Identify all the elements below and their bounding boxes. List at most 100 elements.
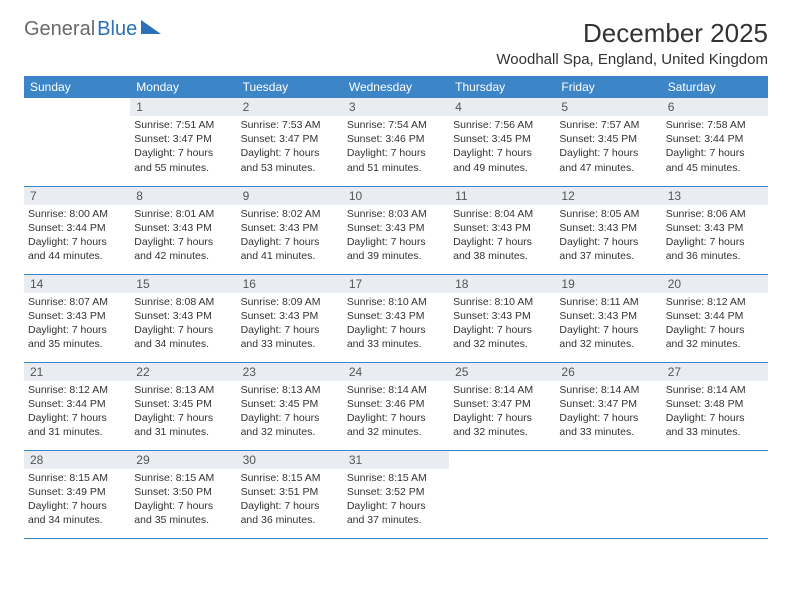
calendar-day-cell: 26Sunrise: 8:14 AMSunset: 3:47 PMDayligh… [555, 362, 661, 450]
page-header: GeneralBlue December 2025 Woodhall Spa, … [24, 18, 768, 68]
day-details: Sunrise: 7:57 AMSunset: 3:45 PMDaylight:… [555, 116, 661, 179]
day-number: 12 [555, 187, 661, 205]
day-details: Sunrise: 8:01 AMSunset: 3:43 PMDaylight:… [130, 205, 236, 268]
day-details: Sunrise: 8:07 AMSunset: 3:43 PMDaylight:… [24, 293, 130, 356]
day-header-row: SundayMondayTuesdayWednesdayThursdayFrid… [24, 76, 768, 98]
calendar-week-row: 1Sunrise: 7:51 AMSunset: 3:47 PMDaylight… [24, 98, 768, 186]
calendar-week-row: 14Sunrise: 8:07 AMSunset: 3:43 PMDayligh… [24, 274, 768, 362]
calendar-day-cell: 30Sunrise: 8:15 AMSunset: 3:51 PMDayligh… [237, 450, 343, 538]
day-details: Sunrise: 7:51 AMSunset: 3:47 PMDaylight:… [130, 116, 236, 179]
calendar-day-cell: 17Sunrise: 8:10 AMSunset: 3:43 PMDayligh… [343, 274, 449, 362]
calendar-week-row: 7Sunrise: 8:00 AMSunset: 3:44 PMDaylight… [24, 186, 768, 274]
day-details: Sunrise: 8:04 AMSunset: 3:43 PMDaylight:… [449, 205, 555, 268]
calendar-day-cell: 19Sunrise: 8:11 AMSunset: 3:43 PMDayligh… [555, 274, 661, 362]
calendar-day-cell: 15Sunrise: 8:08 AMSunset: 3:43 PMDayligh… [130, 274, 236, 362]
day-number: 23 [237, 363, 343, 381]
day-number: 18 [449, 275, 555, 293]
day-number: 9 [237, 187, 343, 205]
day-number: 16 [237, 275, 343, 293]
day-number: 30 [237, 451, 343, 469]
calendar-day-cell: 14Sunrise: 8:07 AMSunset: 3:43 PMDayligh… [24, 274, 130, 362]
calendar-day-cell: 16Sunrise: 8:09 AMSunset: 3:43 PMDayligh… [237, 274, 343, 362]
day-header: Saturday [662, 76, 768, 98]
day-details: Sunrise: 7:58 AMSunset: 3:44 PMDaylight:… [662, 116, 768, 179]
calendar-table: SundayMondayTuesdayWednesdayThursdayFrid… [24, 76, 768, 539]
day-details: Sunrise: 8:00 AMSunset: 3:44 PMDaylight:… [24, 205, 130, 268]
calendar-body: 1Sunrise: 7:51 AMSunset: 3:47 PMDaylight… [24, 98, 768, 538]
day-number: 28 [24, 451, 130, 469]
day-details: Sunrise: 8:10 AMSunset: 3:43 PMDaylight:… [343, 293, 449, 356]
day-details: Sunrise: 8:15 AMSunset: 3:49 PMDaylight:… [24, 469, 130, 532]
logo: GeneralBlue [24, 18, 161, 41]
calendar-day-cell [24, 98, 130, 186]
day-details: Sunrise: 8:13 AMSunset: 3:45 PMDaylight:… [130, 381, 236, 444]
calendar-day-cell: 31Sunrise: 8:15 AMSunset: 3:52 PMDayligh… [343, 450, 449, 538]
calendar-day-cell [555, 450, 661, 538]
day-number: 22 [130, 363, 236, 381]
calendar-week-row: 21Sunrise: 8:12 AMSunset: 3:44 PMDayligh… [24, 362, 768, 450]
day-details: Sunrise: 8:15 AMSunset: 3:51 PMDaylight:… [237, 469, 343, 532]
day-details: Sunrise: 8:14 AMSunset: 3:46 PMDaylight:… [343, 381, 449, 444]
calendar-day-cell: 28Sunrise: 8:15 AMSunset: 3:49 PMDayligh… [24, 450, 130, 538]
day-header: Tuesday [237, 76, 343, 98]
day-details: Sunrise: 8:03 AMSunset: 3:43 PMDaylight:… [343, 205, 449, 268]
day-number: 11 [449, 187, 555, 205]
calendar-day-cell: 18Sunrise: 8:10 AMSunset: 3:43 PMDayligh… [449, 274, 555, 362]
day-number: 5 [555, 98, 661, 116]
title-block: December 2025 Woodhall Spa, England, Uni… [496, 18, 768, 68]
day-number: 6 [662, 98, 768, 116]
day-header: Sunday [24, 76, 130, 98]
calendar-day-cell: 2Sunrise: 7:53 AMSunset: 3:47 PMDaylight… [237, 98, 343, 186]
day-number: 20 [662, 275, 768, 293]
day-details: Sunrise: 8:14 AMSunset: 3:47 PMDaylight:… [449, 381, 555, 444]
day-details: Sunrise: 8:08 AMSunset: 3:43 PMDaylight:… [130, 293, 236, 356]
day-details: Sunrise: 8:12 AMSunset: 3:44 PMDaylight:… [662, 293, 768, 356]
day-number: 4 [449, 98, 555, 116]
day-number: 19 [555, 275, 661, 293]
day-details: Sunrise: 8:14 AMSunset: 3:47 PMDaylight:… [555, 381, 661, 444]
day-number: 29 [130, 451, 236, 469]
day-details: Sunrise: 8:14 AMSunset: 3:48 PMDaylight:… [662, 381, 768, 444]
day-details: Sunrise: 8:10 AMSunset: 3:43 PMDaylight:… [449, 293, 555, 356]
day-number: 24 [343, 363, 449, 381]
calendar-day-cell: 1Sunrise: 7:51 AMSunset: 3:47 PMDaylight… [130, 98, 236, 186]
day-details: Sunrise: 8:09 AMSunset: 3:43 PMDaylight:… [237, 293, 343, 356]
day-header: Friday [555, 76, 661, 98]
calendar-day-cell: 4Sunrise: 7:56 AMSunset: 3:45 PMDaylight… [449, 98, 555, 186]
calendar-day-cell: 11Sunrise: 8:04 AMSunset: 3:43 PMDayligh… [449, 186, 555, 274]
calendar-day-cell [449, 450, 555, 538]
day-details: Sunrise: 8:15 AMSunset: 3:50 PMDaylight:… [130, 469, 236, 532]
calendar-day-cell [662, 450, 768, 538]
calendar-day-cell: 23Sunrise: 8:13 AMSunset: 3:45 PMDayligh… [237, 362, 343, 450]
day-details: Sunrise: 7:53 AMSunset: 3:47 PMDaylight:… [237, 116, 343, 179]
day-details: Sunrise: 8:02 AMSunset: 3:43 PMDaylight:… [237, 205, 343, 268]
location-text: Woodhall Spa, England, United Kingdom [496, 51, 768, 68]
day-header: Wednesday [343, 76, 449, 98]
day-number: 14 [24, 275, 130, 293]
day-number: 7 [24, 187, 130, 205]
day-number: 13 [662, 187, 768, 205]
day-details: Sunrise: 8:13 AMSunset: 3:45 PMDaylight:… [237, 381, 343, 444]
calendar-day-cell: 22Sunrise: 8:13 AMSunset: 3:45 PMDayligh… [130, 362, 236, 450]
calendar-day-cell: 12Sunrise: 8:05 AMSunset: 3:43 PMDayligh… [555, 186, 661, 274]
page-title: December 2025 [496, 18, 768, 49]
calendar-day-cell: 8Sunrise: 8:01 AMSunset: 3:43 PMDaylight… [130, 186, 236, 274]
day-number: 21 [24, 363, 130, 381]
calendar-day-cell: 20Sunrise: 8:12 AMSunset: 3:44 PMDayligh… [662, 274, 768, 362]
day-number: 27 [662, 363, 768, 381]
day-details: Sunrise: 7:54 AMSunset: 3:46 PMDaylight:… [343, 116, 449, 179]
day-details: Sunrise: 8:06 AMSunset: 3:43 PMDaylight:… [662, 205, 768, 268]
calendar-day-cell: 7Sunrise: 8:00 AMSunset: 3:44 PMDaylight… [24, 186, 130, 274]
day-details: Sunrise: 7:56 AMSunset: 3:45 PMDaylight:… [449, 116, 555, 179]
calendar-day-cell: 21Sunrise: 8:12 AMSunset: 3:44 PMDayligh… [24, 362, 130, 450]
logo-text-general: General [24, 18, 95, 41]
day-header: Thursday [449, 76, 555, 98]
logo-text-blue: Blue [97, 18, 137, 41]
day-details: Sunrise: 8:05 AMSunset: 3:43 PMDaylight:… [555, 205, 661, 268]
calendar-day-cell: 24Sunrise: 8:14 AMSunset: 3:46 PMDayligh… [343, 362, 449, 450]
day-details: Sunrise: 8:12 AMSunset: 3:44 PMDaylight:… [24, 381, 130, 444]
day-details: Sunrise: 8:11 AMSunset: 3:43 PMDaylight:… [555, 293, 661, 356]
day-number: 10 [343, 187, 449, 205]
day-number: 25 [449, 363, 555, 381]
day-number: 1 [130, 98, 236, 116]
